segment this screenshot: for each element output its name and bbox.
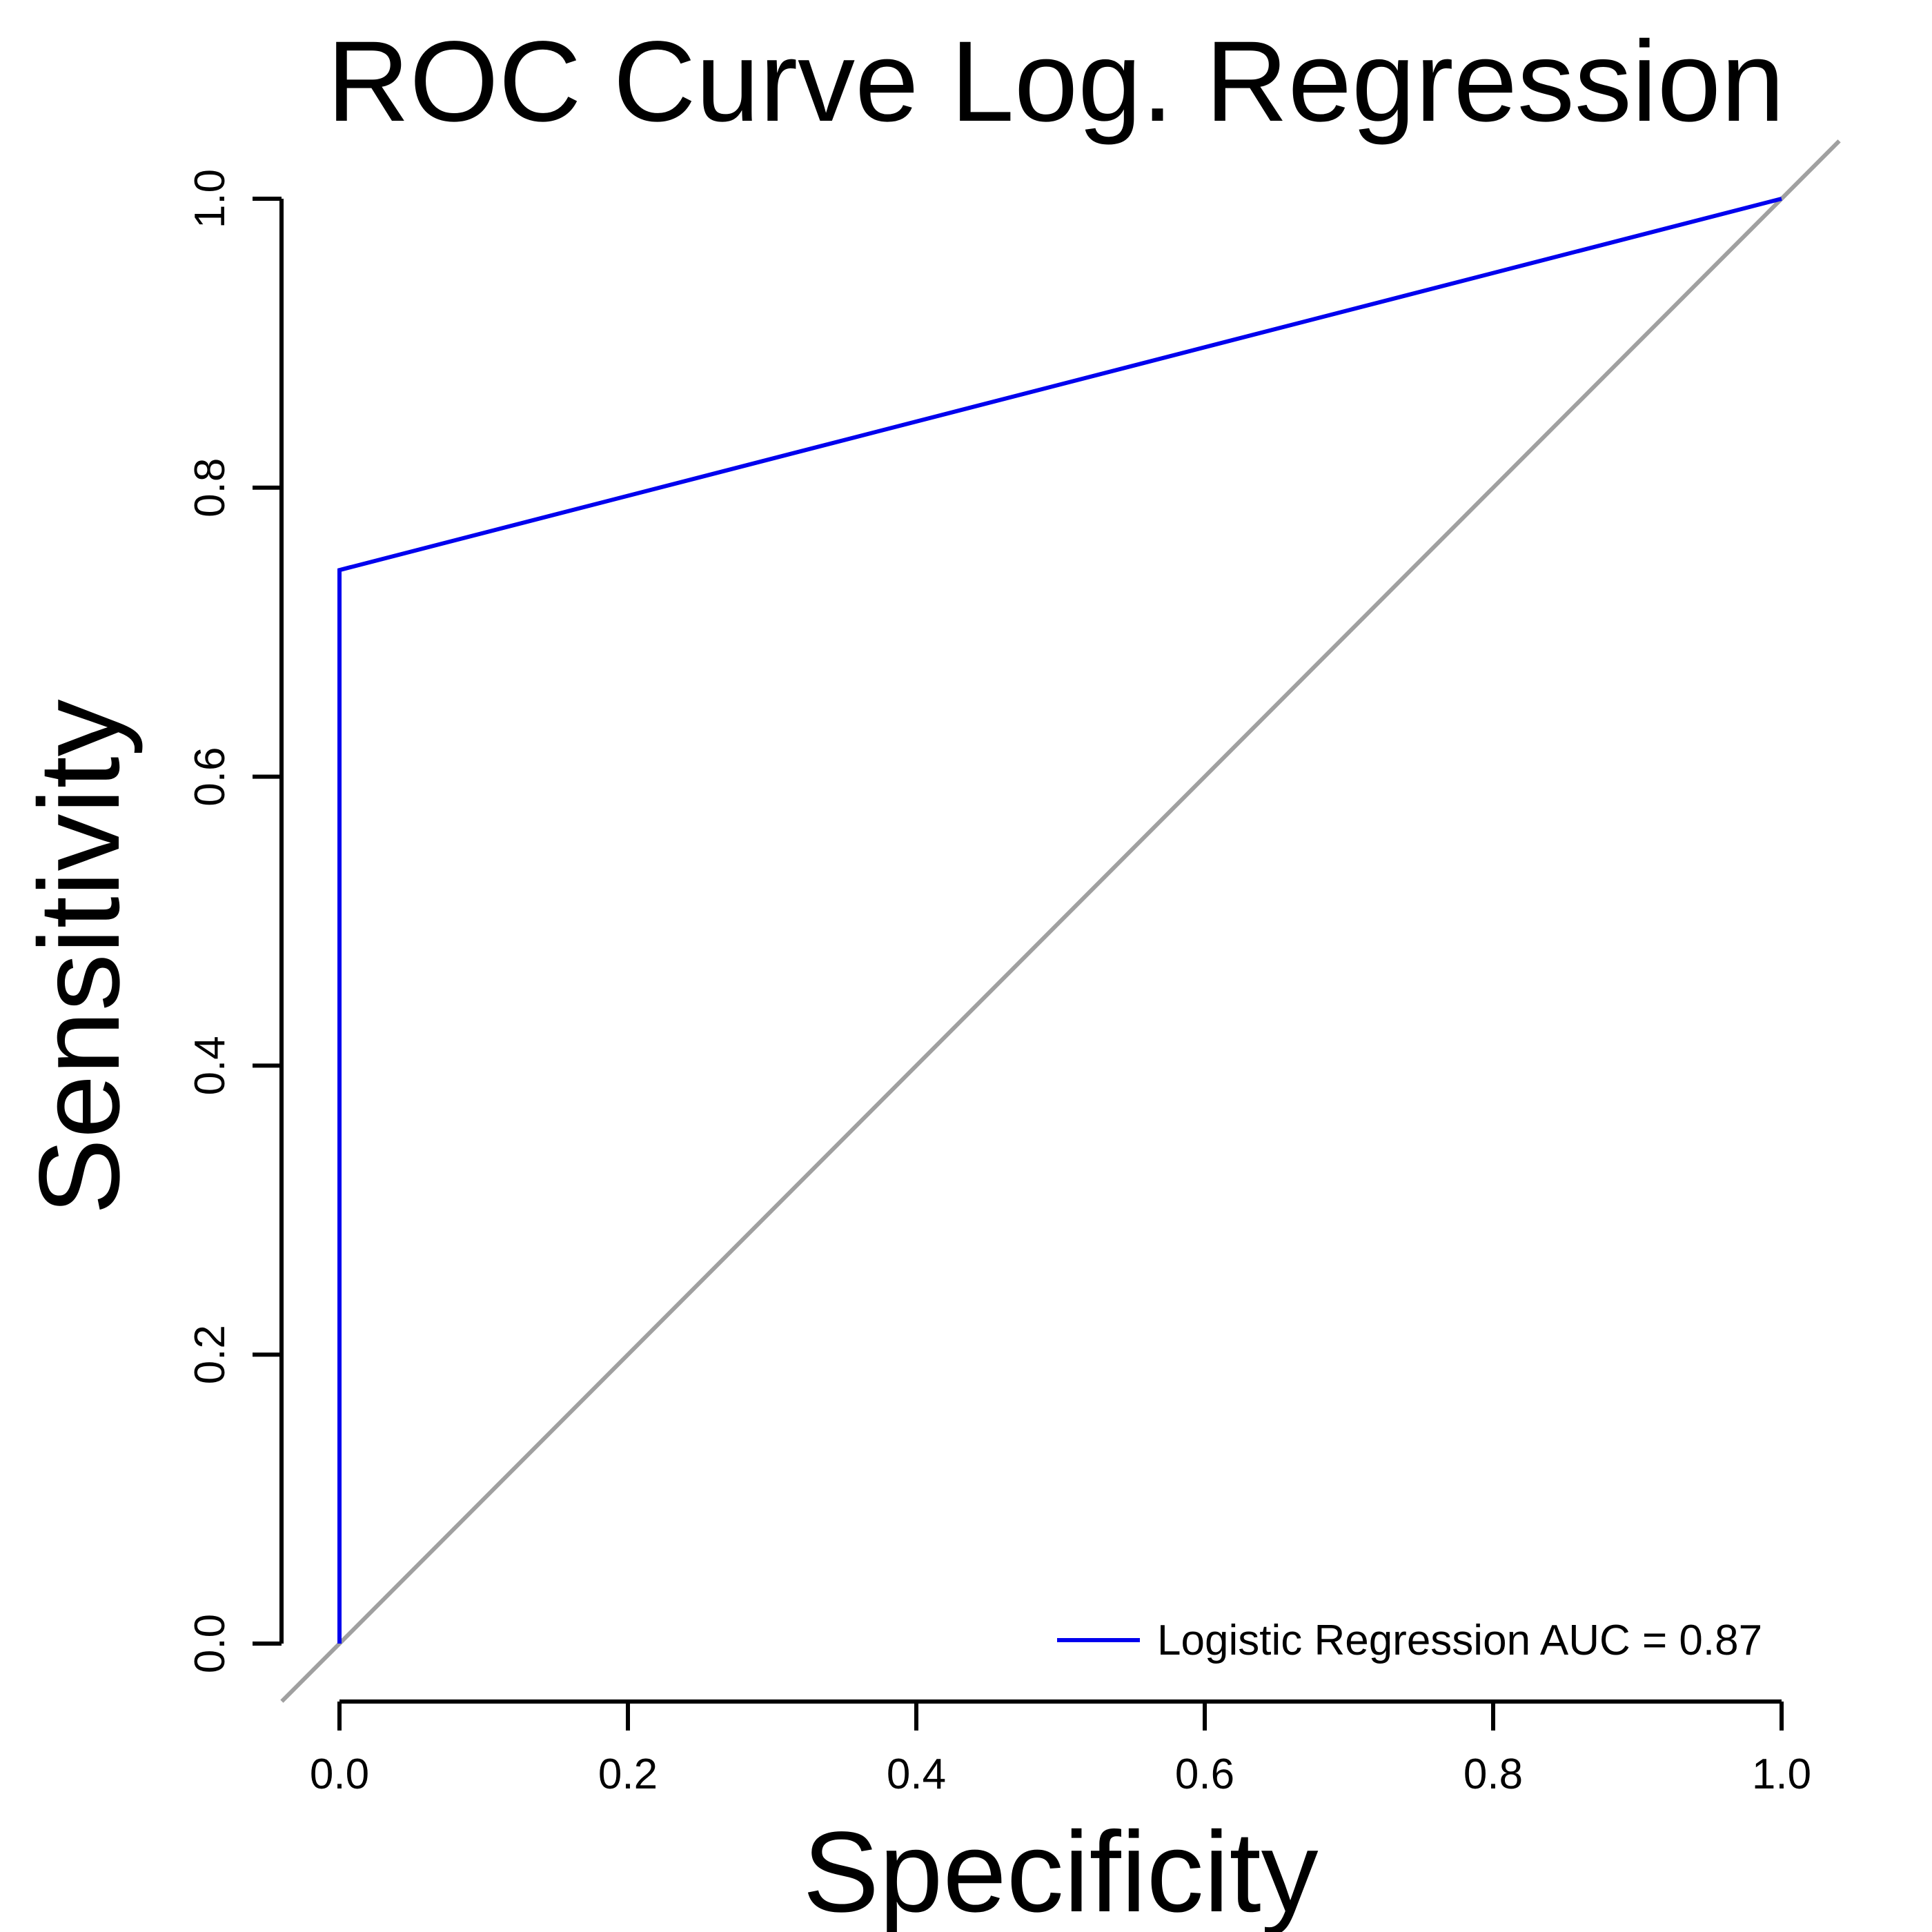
reference-layer bbox=[280, 139, 1841, 1703]
y-tick-label: 0.2 bbox=[186, 1325, 234, 1384]
y-tick-label: 0.4 bbox=[186, 1036, 234, 1095]
x-tick-label: 0.6 bbox=[1175, 1751, 1234, 1798]
x-ticks: 0.0 0.2 0.4 0.6 0.8 1.0 bbox=[310, 1702, 1811, 1798]
x-axis-title: Specificity bbox=[802, 1808, 1318, 1932]
reference-diagonal bbox=[280, 139, 1841, 1703]
legend: Logistic Regression AUC = 0.87 bbox=[1057, 1617, 1762, 1664]
y-tick-label: 1.0 bbox=[186, 169, 234, 228]
y-ticks: 0.0 0.2 0.4 0.6 0.8 1.0 bbox=[186, 169, 282, 1673]
y-axis-title: Sensitivity bbox=[16, 699, 144, 1214]
x-tick-label: 0.0 bbox=[310, 1751, 369, 1798]
y-tick-label: 0.0 bbox=[186, 1614, 234, 1673]
x-tick-label: 1.0 bbox=[1752, 1751, 1811, 1798]
legend-label: Logistic Regression AUC = 0.87 bbox=[1157, 1617, 1762, 1664]
chart-title: ROC Curve Log. Regression bbox=[327, 18, 1785, 146]
x-tick-label: 0.4 bbox=[887, 1751, 946, 1798]
series-layer bbox=[337, 197, 1782, 1644]
y-tick-label: 0.8 bbox=[186, 458, 234, 518]
x-tick-label: 0.8 bbox=[1463, 1751, 1523, 1798]
y-tick-label: 0.6 bbox=[186, 747, 234, 806]
x-tick-label: 0.2 bbox=[598, 1751, 658, 1798]
roc-curve-series-0 bbox=[337, 197, 1782, 1644]
